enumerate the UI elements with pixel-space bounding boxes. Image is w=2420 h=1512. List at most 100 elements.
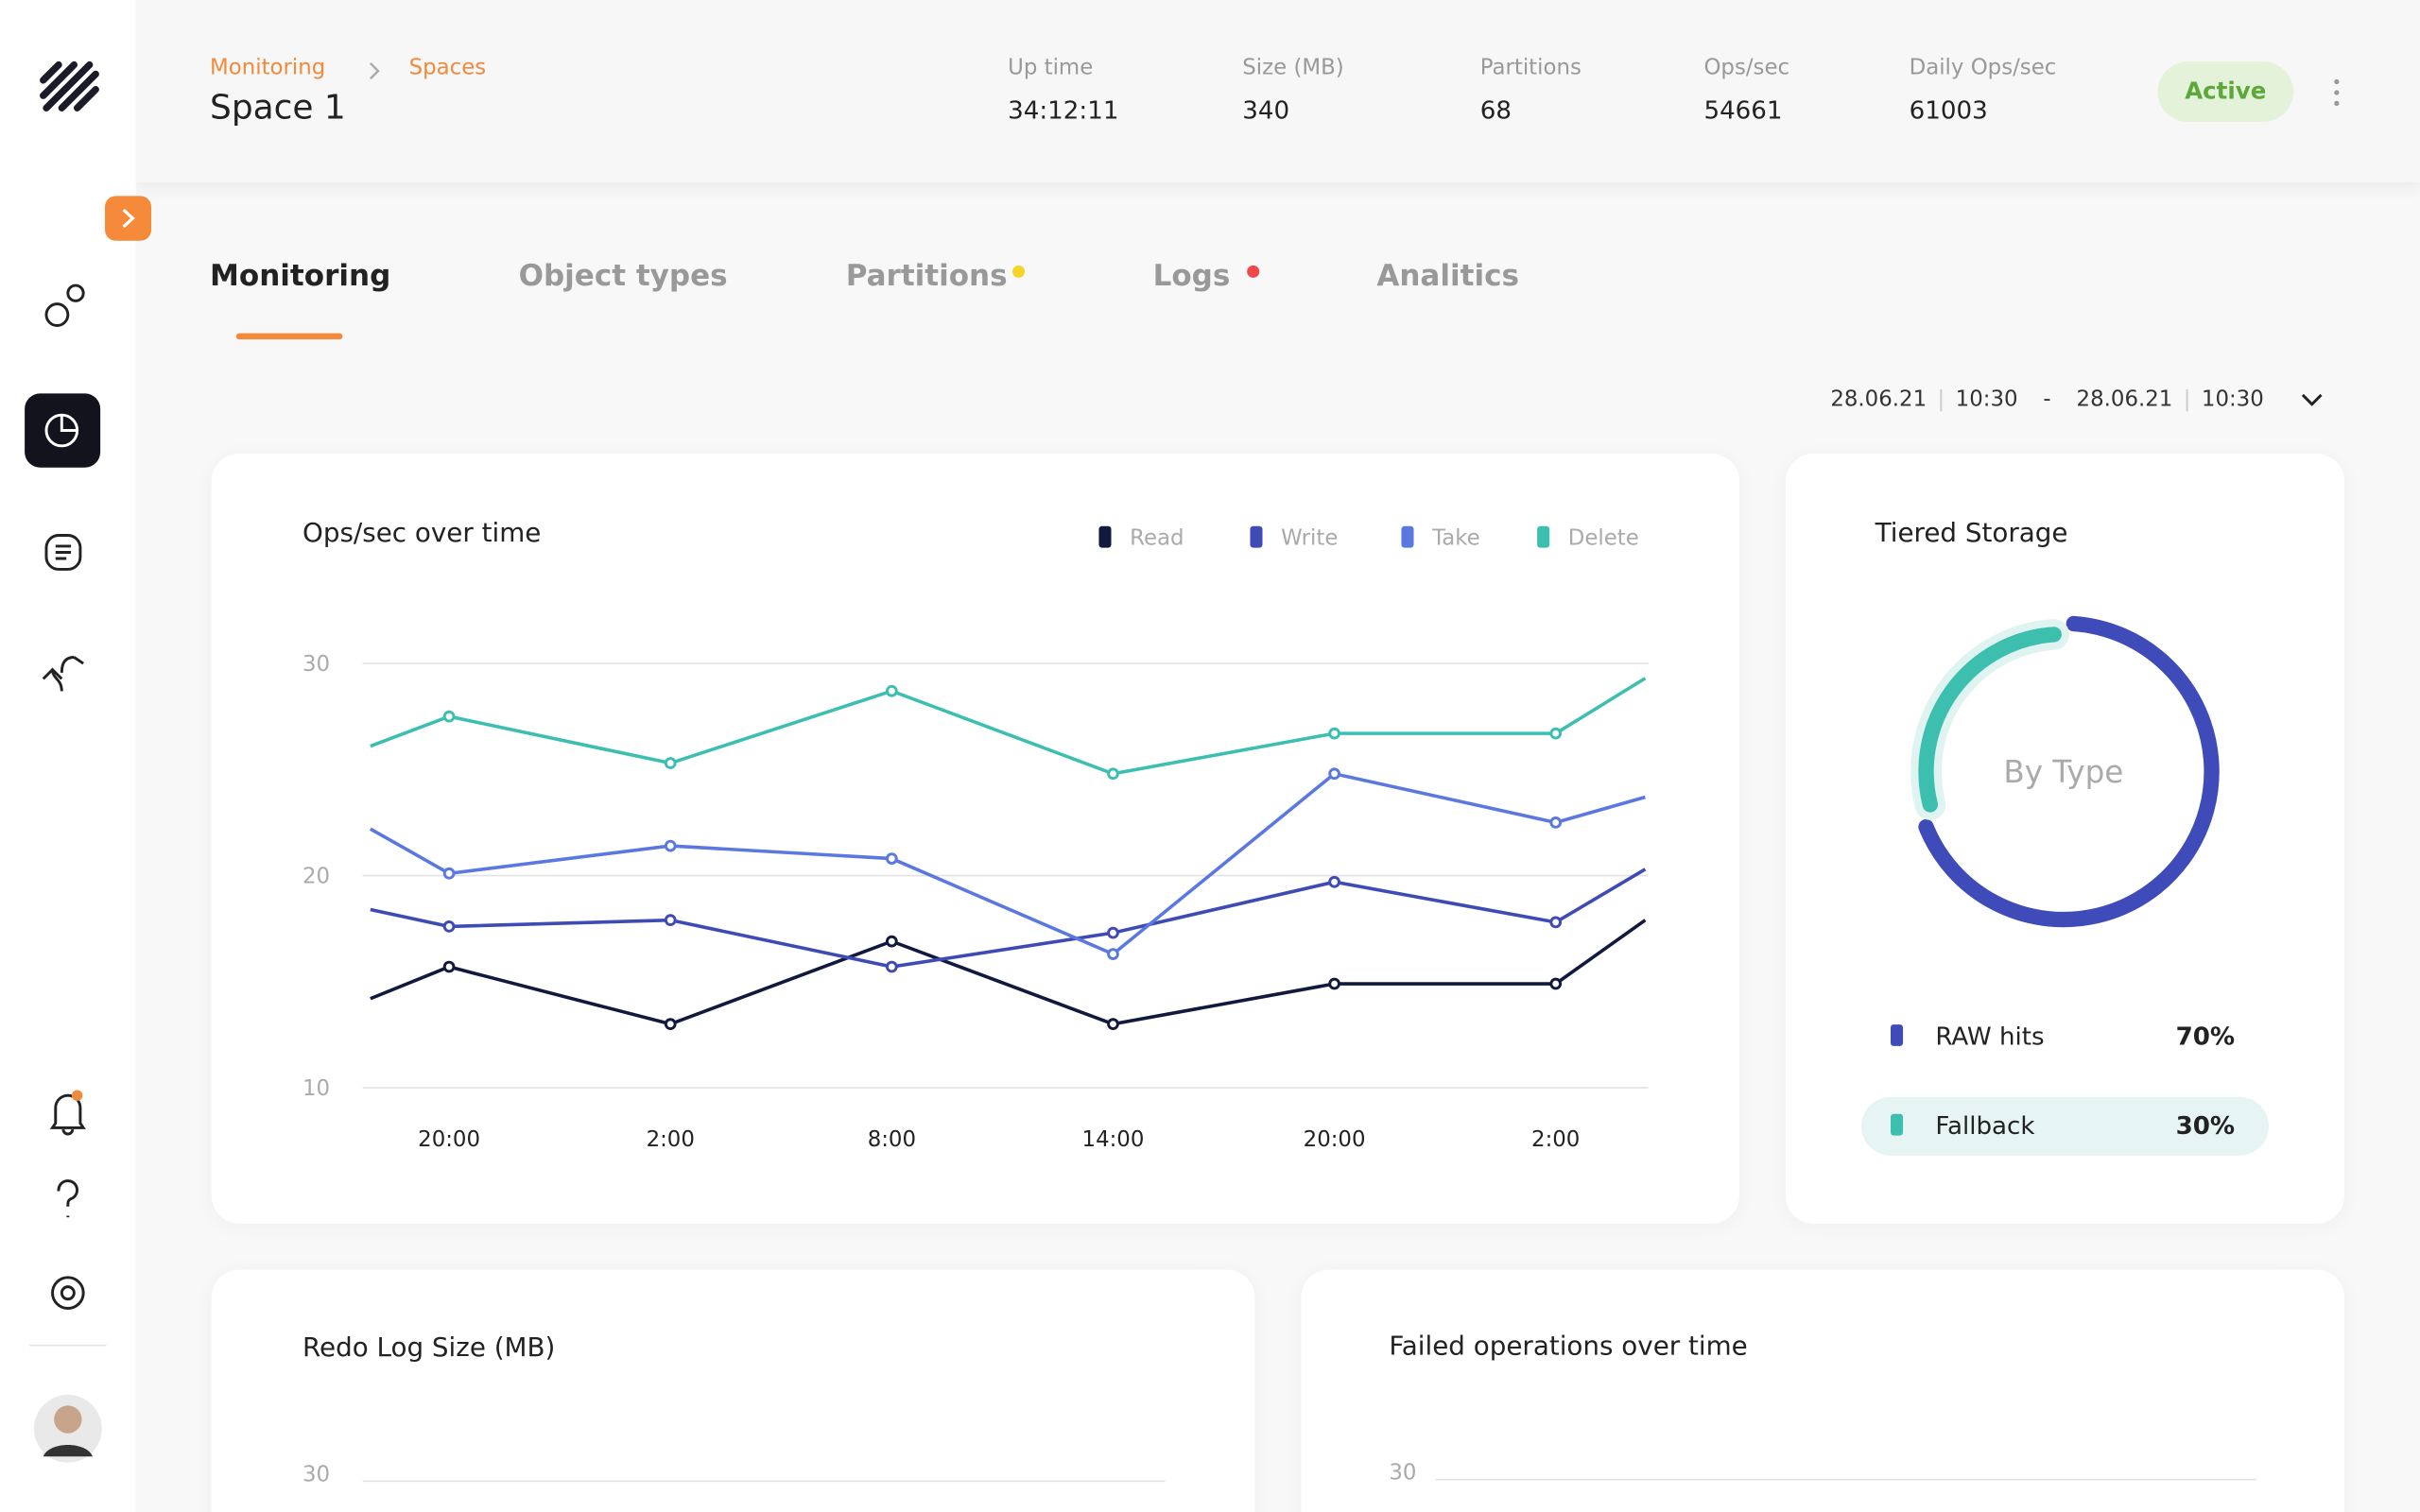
legend-swatch <box>1537 525 1550 548</box>
stat-value: 54661 <box>1703 95 1783 126</box>
point <box>885 935 898 948</box>
value-label: 30% <box>2176 1112 2236 1141</box>
y-tick-label: 30 <box>302 652 330 677</box>
tab[interactable]: Object types <box>518 259 728 294</box>
legend-label: Take <box>1431 525 1480 550</box>
settings-icon[interactable] <box>44 302 70 327</box>
legend-label: RAW hits <box>1935 1022 2044 1051</box>
y-tick-label: 30 <box>1389 1461 1416 1486</box>
dropdown-arrow[interactable] <box>2300 392 2325 407</box>
point <box>664 1018 677 1031</box>
point <box>885 684 898 697</box>
legend-label: Write <box>1281 525 1338 550</box>
x-tick-label: 20:00 <box>418 1127 480 1152</box>
y-tick-label: 30 <box>302 1462 330 1486</box>
legend-label: Delete <box>1568 525 1639 550</box>
donut-center-label: By Type <box>2003 754 2123 790</box>
x-tick-label: 20:00 <box>1304 1127 1366 1152</box>
more-menu[interactable] <box>2330 77 2342 109</box>
series-line <box>369 771 1646 956</box>
x-tick-label: 2:00 <box>1531 1127 1580 1152</box>
date: 28.06.21 <box>1830 387 1927 412</box>
branch-icon[interactable] <box>42 656 84 692</box>
time: 10:30 <box>2201 387 2264 412</box>
page-title: Space 1 <box>210 89 346 129</box>
logo <box>40 60 99 112</box>
y-tick-label: 20 <box>302 865 330 889</box>
partitions-dot <box>1012 265 1026 278</box>
highlight-row <box>1860 1096 2269 1156</box>
point <box>1328 727 1340 740</box>
gear-icon[interactable] <box>51 1276 85 1310</box>
header: Monitoring Spaces Space 1 Active Up time… <box>135 0 2420 182</box>
ops-card <box>211 453 1739 1224</box>
sidebar <box>0 0 136 1512</box>
point <box>1107 948 1119 960</box>
point <box>442 920 456 933</box>
expand-button[interactable] <box>105 196 151 241</box>
x-tick-label: 2:00 <box>647 1127 695 1152</box>
x-tick-label: 14:00 <box>1082 1127 1145 1152</box>
legend-swatch <box>1890 1024 1904 1046</box>
chart-title: Ops/sec over time <box>302 518 542 550</box>
logs-dot <box>1247 265 1260 278</box>
point <box>1549 916 1563 929</box>
chart-title: Tiered Storage <box>1875 518 2068 550</box>
stat-label: Daily Ops/sec <box>1909 55 2057 80</box>
series-line <box>370 868 1647 969</box>
tab[interactable]: Logs <box>1152 259 1231 294</box>
redo-card <box>211 1269 1255 1512</box>
point <box>1107 767 1119 781</box>
value-label: 70% <box>2176 1022 2236 1051</box>
y-tick-label: 10 <box>302 1076 330 1101</box>
date-range[interactable]: 28.06.21 | 10:30 - 28.06.21 | 10:30 <box>1830 387 2264 412</box>
sidebar-icons <box>25 60 107 1463</box>
stat-value: 61003 <box>1909 95 1988 126</box>
tab[interactable]: Partitions <box>845 259 1008 294</box>
point <box>442 960 456 973</box>
stat-label: Ops/sec <box>1703 55 1790 80</box>
legend-label: Read <box>1130 525 1184 550</box>
point <box>664 839 677 852</box>
stat-label: Up time <box>1008 55 1094 80</box>
breadcrumb[interactable]: Spaces <box>408 55 487 80</box>
legend-label: Fallback <box>1935 1112 2035 1141</box>
tab[interactable]: Analitics <box>1376 259 1519 294</box>
stat-label: Partitions <box>1479 55 1582 80</box>
point <box>885 960 898 973</box>
separator: - <box>2043 387 2051 412</box>
point <box>664 914 677 927</box>
storage-card <box>1785 453 2344 1224</box>
logs-icon[interactable] <box>44 534 82 571</box>
tab-underline <box>235 333 343 340</box>
legend-swatch <box>1250 525 1263 548</box>
breadcrumb[interactable]: Monitoring <box>210 55 326 80</box>
tab[interactable]: Monitoring <box>210 259 391 294</box>
stat-value: 68 <box>1479 95 1512 126</box>
arc <box>1918 627 2062 813</box>
point <box>1549 727 1563 740</box>
point <box>1549 816 1563 829</box>
chart-title: Failed operations over time <box>1389 1331 1748 1363</box>
chart-title: Redo Log Size (MB) <box>302 1332 556 1365</box>
date: 28.06.21 <box>2076 387 2173 412</box>
series-line <box>370 919 1647 1026</box>
help-icon[interactable] <box>57 1179 79 1218</box>
point <box>442 867 456 880</box>
point <box>1107 1018 1119 1031</box>
chevron <box>369 62 380 80</box>
stat-value: 340 <box>1242 95 1290 126</box>
point <box>885 852 898 865</box>
point <box>1549 977 1563 990</box>
stat-value: 34:12:11 <box>1008 95 1119 126</box>
time: 10:30 <box>1955 387 2018 412</box>
point <box>442 710 456 723</box>
series-line <box>370 677 1647 776</box>
legend-swatch <box>1401 525 1414 548</box>
point <box>1328 767 1340 781</box>
point <box>1328 875 1340 888</box>
point <box>1107 926 1119 939</box>
point <box>1328 977 1340 990</box>
